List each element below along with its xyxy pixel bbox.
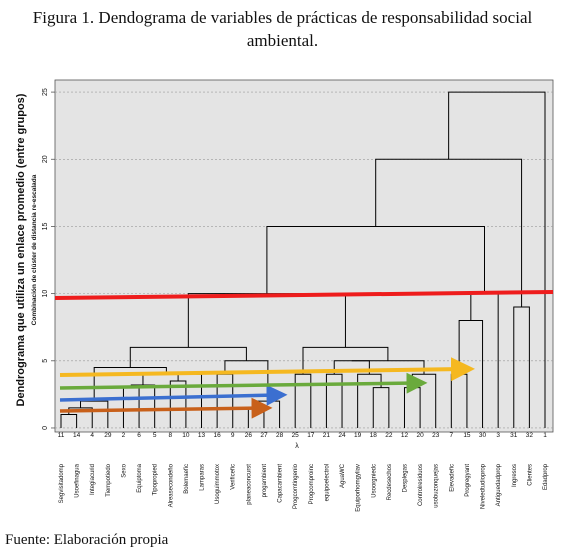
leaf-number: 25 xyxy=(292,432,300,439)
plot-area xyxy=(54,79,554,433)
leaf-number: 13 xyxy=(198,432,206,439)
leaf-label: Tipopropied xyxy=(153,464,159,495)
y-axis-label: Dendrograma que utiliza un enlace promed… xyxy=(15,93,27,406)
leaf-label: planeaconcurst xyxy=(246,464,252,505)
leaf-number: 14 xyxy=(73,432,81,439)
dendrogram-link xyxy=(458,319,484,428)
y-tick-label: 0 xyxy=(42,426,49,430)
leaf-label: Edadprop xyxy=(543,463,549,490)
cut-line xyxy=(54,290,554,300)
leaf-label: Ingresos xyxy=(512,464,518,487)
leaf-label: Usoefinagua xyxy=(75,463,81,497)
dendrogram-link xyxy=(224,360,269,402)
leaf-label: Antiguedadprop xyxy=(496,463,502,506)
leaf-number: 30 xyxy=(479,432,487,439)
chart-title: Figura 1. Dendograma de variables de prá… xyxy=(32,8,533,50)
leaf-number: 20 xyxy=(416,432,424,439)
y-tick-label: 15 xyxy=(42,222,49,230)
annotation-arrow xyxy=(59,357,475,382)
leaf-number: 5 xyxy=(153,432,157,439)
leaf-label: Recdesechos xyxy=(387,464,393,500)
leaf-label: Alreasecondeño xyxy=(168,463,174,507)
y-tick-label: 10 xyxy=(42,290,49,298)
leaf-label: usobuzonquejas xyxy=(434,464,440,508)
leaf-label: Lamparas xyxy=(200,464,206,491)
leaf-label: Segvisitadomp xyxy=(59,463,65,503)
annotation-arrow xyxy=(59,384,288,406)
annotation: λ xyxy=(295,443,299,450)
leaf-number: 18 xyxy=(370,432,378,439)
leaf-label: Niveledtudioprop xyxy=(481,463,487,509)
leaf-label: Integiacurid xyxy=(90,464,96,495)
leaf-number: 23 xyxy=(432,432,440,439)
leaf-label: Tiempotiedo xyxy=(106,463,112,496)
leaf-label: Progcomtingenio xyxy=(293,463,299,509)
leaf-number: 8 xyxy=(168,432,172,439)
leaf-label: Progregyant xyxy=(465,464,471,497)
leaf-number: 7 xyxy=(450,432,454,439)
leaf-label: Usoorgniedc xyxy=(371,464,377,498)
leaf-label: Usoguimmotox xyxy=(215,464,221,504)
leaf-number: 17 xyxy=(307,432,315,439)
leaf-label: Progcomproinc xyxy=(309,464,315,504)
y-tick-label: 5 xyxy=(42,359,49,363)
leaf-label: Verificefic xyxy=(231,464,237,490)
leaf-number: 6 xyxy=(137,432,141,439)
leaf-label: Controlresiduos xyxy=(418,464,424,506)
leaf-number: 32 xyxy=(526,432,534,439)
leaf-number: 21 xyxy=(323,432,331,439)
leaf-label: AguaWC xyxy=(340,463,346,488)
leaf-number: 3 xyxy=(496,432,500,439)
y-axis-label-secondary: Combinación de clúster de distancia re-e… xyxy=(31,174,38,325)
leaf-number: 16 xyxy=(214,432,222,439)
leaf-number: 28 xyxy=(276,432,284,439)
dendrogram-link xyxy=(448,91,546,428)
annotation-arrow xyxy=(59,397,273,419)
leaf-number: 24 xyxy=(338,432,346,439)
dendrogram-link xyxy=(302,346,389,375)
leaf-label: Elevadefic xyxy=(449,464,455,492)
leaf-number: 15 xyxy=(463,432,471,439)
leaf-label: Desplegas xyxy=(402,464,408,492)
dendrogram-link xyxy=(129,346,247,368)
leaf-label: Clientes xyxy=(527,464,533,486)
leaf-number: 19 xyxy=(354,432,362,439)
leaf-number: 29 xyxy=(104,432,112,439)
leaf-number: 27 xyxy=(260,432,268,439)
leaf-number: 22 xyxy=(385,432,393,439)
leaf-number: 26 xyxy=(245,432,253,439)
dendrogram-link xyxy=(169,380,187,428)
y-tick-label: 20 xyxy=(42,155,49,163)
leaf-number: 2 xyxy=(122,432,126,439)
leaf-label: Capacambient xyxy=(278,464,284,503)
annotation-arrow xyxy=(59,372,428,394)
leaf-number: 4 xyxy=(90,432,94,439)
leaf-number: 11 xyxy=(58,432,65,439)
dendrogram-link xyxy=(266,225,485,294)
y-tick-label: 25 xyxy=(42,88,49,96)
chart: Dendrograma que utiliza un enlace promed… xyxy=(15,79,554,512)
leaf-number: 12 xyxy=(401,432,409,439)
leaf-number: 31 xyxy=(510,432,518,439)
leaf-label: progambient xyxy=(262,464,268,498)
source-note: Fuente: Elaboración propia xyxy=(5,532,169,548)
leaf-number: 1 xyxy=(543,432,547,439)
leaf-label: Bolemaefic xyxy=(184,464,190,494)
leaf-number: 10 xyxy=(182,432,190,439)
leaf-label: equipoelectrol xyxy=(324,464,330,501)
leaf-label: Sexo xyxy=(121,463,127,477)
leaf-label: Equiporhomgyliav xyxy=(356,464,362,512)
leaf-number: 9 xyxy=(231,432,235,439)
leaf-label: Equiptoma xyxy=(137,463,143,492)
